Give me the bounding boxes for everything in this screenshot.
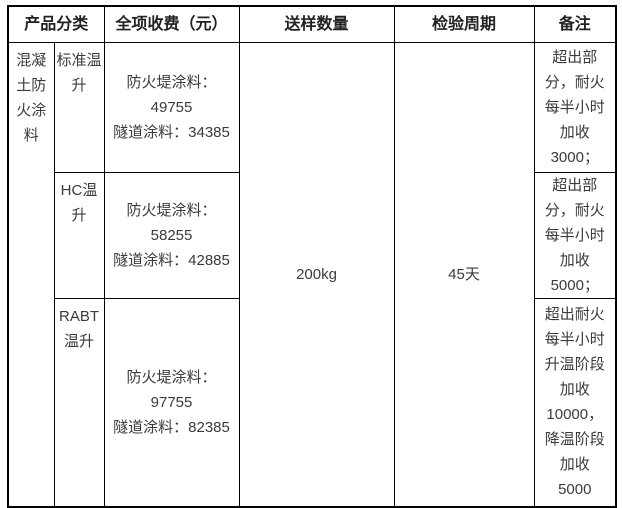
subtype-cell-hc: HC温升 xyxy=(53,172,105,299)
fee-tunnel-line: 隧道涂料：42885 xyxy=(113,252,230,269)
subtype-cell-rabt: RABT温升 xyxy=(53,298,105,507)
remark-cell-standard: 超出部分，耐火每半小时加收3000； xyxy=(533,42,617,173)
remark-cell-rabt: 超出耐火每半小时升温阶段加收10000，降温阶段加收5000 xyxy=(533,298,617,507)
sample-quantity-cell: 200kg xyxy=(238,42,395,507)
fee-tunnel-line: 隧道涂料：82385 xyxy=(113,418,230,436)
table-row: HC温升 防火堤涂料：58255 隧道涂料：42885 超出部分，耐火每半小时加… xyxy=(8,172,617,299)
fee-table: 产品分类 全项收费（元） 送样数量 检验周期 备注 混凝土防火涂料 标准温升 防… xyxy=(7,5,618,508)
header-row: 产品分类 全项收费（元） 送样数量 检验周期 备注 xyxy=(7,5,617,43)
remark-cell-hc: 超出部分，耐火每半小时加收5000； xyxy=(533,172,617,299)
header-test-period: 检验周期 xyxy=(393,5,535,43)
header-product-category: 产品分类 xyxy=(7,5,105,43)
header-sample-quantity: 送样数量 xyxy=(238,5,395,43)
fee-dike-line: 防火堤涂料：97755 xyxy=(126,368,217,411)
fee-dike-line: 防火堤涂料：49755 xyxy=(126,74,217,116)
fee-dike-line: 防火堤涂料：58255 xyxy=(126,202,217,244)
category-cell: 混凝土防火涂料 xyxy=(7,42,55,507)
fee-cell-rabt: 防火堤涂料：97755 隧道涂料：82385 xyxy=(103,298,240,507)
table-row: 混凝土防火涂料 标准温升 防火堤涂料：49755 隧道涂料：34385 200k… xyxy=(7,42,617,507)
header-remark: 备注 xyxy=(533,5,617,43)
fee-cell-standard: 防火堤涂料：49755 隧道涂料：34385 xyxy=(103,42,240,173)
header-full-fee: 全项收费（元） xyxy=(103,5,240,43)
fee-tunnel-line: 隧道涂料：34385 xyxy=(113,124,230,141)
table-row: RABT温升 防火堤涂料：97755 隧道涂料：82385 超出耐火每半小时升温… xyxy=(8,298,617,507)
subtype-cell-standard: 标准温升 xyxy=(53,42,105,173)
test-period-cell: 45天 xyxy=(393,42,535,507)
fee-cell-hc: 防火堤涂料：58255 隧道涂料：42885 xyxy=(103,172,240,299)
